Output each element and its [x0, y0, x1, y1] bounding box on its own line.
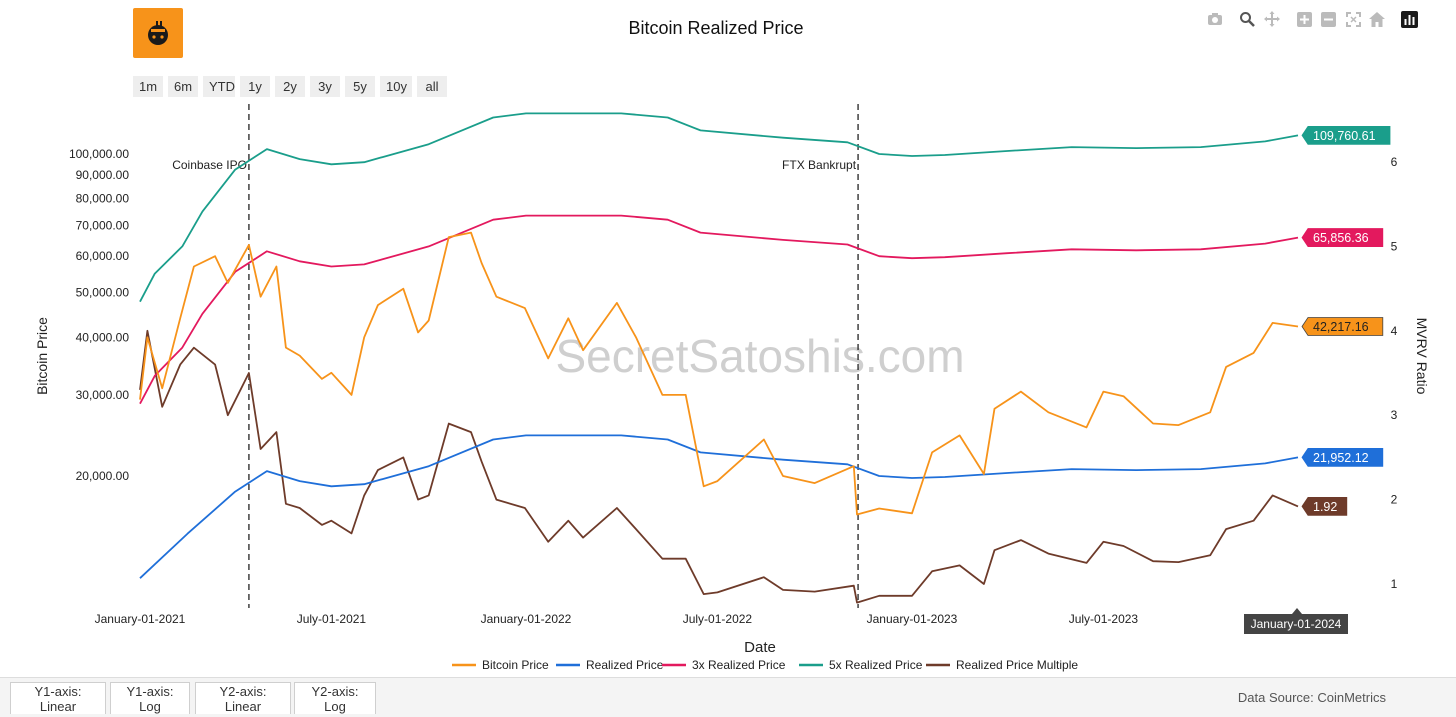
zoom-in-icon[interactable]	[1294, 10, 1314, 28]
legend-label: 3x Realized Price	[692, 658, 786, 672]
y2-tick-label: 6	[1391, 155, 1398, 169]
y-tick-label: 40,000.00	[76, 330, 130, 344]
range-button-10y[interactable]: 10y	[380, 76, 412, 97]
zoom-icon[interactable]	[1237, 10, 1257, 28]
x-axis-title: Date	[744, 639, 776, 656]
y-tick-label: 50,000.00	[76, 286, 130, 300]
y2-tick-label: 2	[1391, 493, 1398, 507]
bitcoin-price-end-label: 42,217.16	[1301, 317, 1384, 336]
y-axis-title: Bitcoin Price	[34, 317, 50, 395]
x-tick-label: July-01-2021	[297, 612, 367, 626]
bitcoin-price-line	[139, 231, 1299, 516]
x-tick-label: January-01-2022	[481, 612, 572, 626]
watermark: SecretSatoshis.com	[555, 330, 964, 382]
realized-multiple-end-label: 1.92	[1301, 496, 1348, 516]
y-tick-label: 90,000.00	[76, 168, 130, 182]
range-button-all[interactable]: all	[417, 76, 447, 97]
y2-tick-label: 4	[1391, 324, 1398, 338]
realized-5x-line	[139, 112, 1299, 303]
tab-y2-linear[interactable]: Y2-axis: Linear	[195, 682, 291, 714]
legend-label: Bitcoin Price	[482, 658, 549, 672]
chart-canvas[interactable]: SecretSatoshis.com Bitcoin Price MVRV Rati…	[0, 0, 1456, 680]
hover-x-box	[1244, 608, 1348, 634]
end-label-box	[1301, 496, 1348, 516]
realized-price-end-label: 21,952.12	[1301, 447, 1384, 467]
x-tick-label: January-01-2023	[867, 612, 958, 626]
tab-y2-log[interactable]: Y2-axis: Log	[294, 682, 376, 714]
realized-3x-line	[139, 214, 1299, 405]
end-label-text: 65,856.36	[1313, 231, 1369, 245]
x-tick-label: July-01-2023	[1069, 612, 1139, 626]
legend-item-realized-5x[interactable]: 5x Realized Price	[799, 658, 923, 672]
y2-tick-label: 5	[1391, 239, 1398, 253]
realized-multiple-line	[139, 329, 1299, 604]
site-logo	[133, 8, 183, 58]
autoscale-icon[interactable]	[1343, 10, 1363, 28]
end-label-text: 21,952.12	[1313, 451, 1369, 465]
range-button-1m[interactable]: 1m	[133, 76, 163, 97]
y-tick-label: 60,000.00	[76, 249, 130, 263]
x-tick-label: January-01-2021	[95, 612, 186, 626]
tab-y1-linear[interactable]: Y1-axis: Linear	[10, 682, 106, 714]
hover-x-label: January-01-2024	[1251, 617, 1342, 631]
end-label-text: 1.92	[1313, 500, 1337, 514]
range-button-3y[interactable]: 3y	[310, 76, 340, 97]
plotly-logo-icon[interactable]	[1399, 10, 1419, 28]
y-tick-label: 100,000.00	[69, 147, 129, 161]
legend-item-bitcoin-price[interactable]: Bitcoin Price	[452, 658, 549, 672]
y-tick-label: 80,000.00	[76, 192, 130, 206]
end-label-box	[1301, 125, 1391, 145]
realized-3x-end-label: 65,856.36	[1301, 228, 1384, 247]
range-button-6m[interactable]: 6m	[168, 76, 198, 97]
legend-item-realized-multiple[interactable]: Realized Price Multiple	[926, 658, 1078, 672]
end-label-box	[1301, 447, 1384, 467]
data-source-note: Data Source: CoinMetrics	[1237, 690, 1386, 705]
y2-tick-label: 3	[1391, 408, 1398, 422]
range-button-5y[interactable]: 5y	[345, 76, 375, 97]
end-label-box	[1301, 228, 1384, 247]
range-button-1y[interactable]: 1y	[240, 76, 270, 97]
end-label-text: 109,760.61	[1313, 129, 1376, 143]
realized-price-line	[139, 434, 1299, 579]
event-annotation: Coinbase IPO	[172, 158, 247, 172]
zoom-out-icon[interactable]	[1318, 10, 1338, 28]
realized-5x-end-label: 109,760.61	[1301, 125, 1391, 145]
legend-label: Realized Price	[586, 658, 664, 672]
legend-label: Realized Price Multiple	[956, 658, 1078, 672]
y-tick-label: 20,000.00	[76, 469, 130, 483]
end-label-text: 42,217.16	[1313, 320, 1369, 334]
y2-tick-label: 1	[1391, 577, 1398, 591]
legend-label: 5x Realized Price	[829, 658, 923, 672]
tab-y1-log[interactable]: Y1-axis: Log	[110, 682, 190, 714]
event-annotation: FTX Bankrupt	[782, 158, 857, 172]
y2-axis-title: MVRV Ratio	[1414, 318, 1430, 395]
legend-item-realized-price[interactable]: Realized Price	[556, 658, 664, 672]
home-icon[interactable]	[1367, 10, 1387, 28]
x-tick-label: July-01-2022	[683, 612, 753, 626]
pan-icon[interactable]	[1262, 10, 1282, 28]
chart-title: Bitcoin Realized Price	[628, 18, 804, 38]
legend-item-realized-3x[interactable]: 3x Realized Price	[662, 658, 786, 672]
range-button-ytd[interactable]: YTD	[203, 76, 235, 97]
range-button-2y[interactable]: 2y	[275, 76, 305, 97]
y-tick-label: 30,000.00	[76, 388, 130, 402]
end-label-box	[1301, 317, 1384, 336]
y-tick-label: 70,000.00	[76, 218, 130, 232]
camera-icon[interactable]	[1205, 10, 1225, 28]
